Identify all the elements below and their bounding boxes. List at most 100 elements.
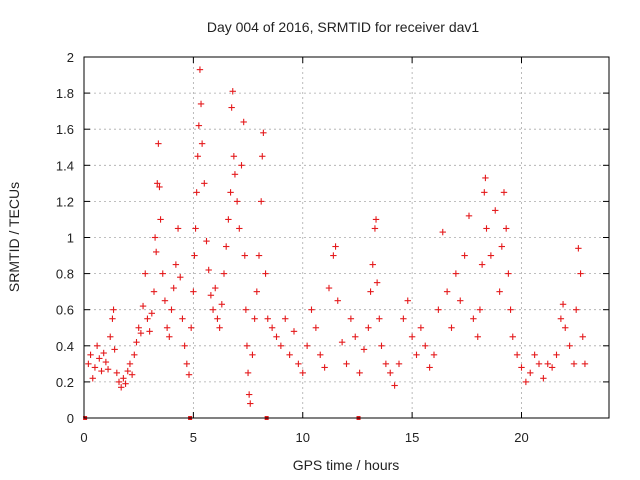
data-point [163, 324, 171, 331]
data-point [144, 315, 151, 322]
y-tick-label: 1.4 [56, 158, 74, 173]
data-point [487, 252, 495, 259]
data-point [559, 301, 567, 308]
data-point [98, 367, 105, 375]
data-point [579, 333, 586, 340]
data-point [142, 270, 149, 277]
data-point [150, 288, 158, 295]
data-point [166, 333, 173, 340]
data-point [338, 338, 346, 346]
data-point [372, 216, 380, 223]
data-point [367, 288, 374, 295]
data-point [404, 297, 411, 304]
data-point [104, 366, 112, 373]
data-point [192, 225, 199, 232]
data-point [260, 129, 267, 137]
data-point [522, 378, 530, 386]
data-point [120, 375, 127, 382]
data-point [321, 364, 328, 371]
data-point [247, 400, 254, 407]
data-point [577, 270, 584, 277]
data-point [426, 364, 433, 371]
data-point [474, 333, 481, 340]
data-point [531, 351, 538, 359]
grid [84, 57, 609, 418]
data-point [214, 315, 221, 322]
data-point [89, 375, 96, 382]
x-tick-label: 15 [405, 430, 419, 445]
data-point [229, 88, 236, 95]
data-point [572, 306, 580, 313]
data-point [249, 351, 256, 359]
data-point [168, 306, 175, 313]
data-point [102, 358, 110, 366]
data-point [448, 324, 455, 331]
y-tick-label: 0.8 [56, 267, 74, 282]
data-point [255, 252, 263, 259]
data-point [117, 384, 125, 391]
data-point [170, 284, 177, 292]
data-point [408, 333, 416, 340]
x-tick-labels: 0 5 10 15 20 [80, 430, 528, 445]
data-point [111, 346, 118, 353]
x-tick-label: 5 [190, 430, 197, 445]
data-point [413, 351, 420, 359]
data-point [273, 333, 280, 340]
data-point [387, 369, 394, 377]
data-point [243, 342, 251, 349]
data-point [373, 279, 381, 286]
data-point [107, 333, 114, 340]
data-point [535, 360, 543, 368]
data-point [137, 329, 145, 337]
data-point [492, 207, 499, 214]
data-point [566, 342, 573, 349]
data-point [113, 369, 121, 377]
data-point [575, 245, 582, 252]
data-point [152, 248, 160, 256]
data-point [220, 270, 228, 277]
x-axis-label: GPS time / hours [293, 457, 400, 473]
data-point [482, 174, 489, 182]
data-point [205, 266, 212, 274]
data-point [146, 328, 153, 335]
data-point [191, 252, 198, 259]
data-point [268, 324, 276, 331]
x-tick-label: 10 [296, 430, 310, 445]
data-point [334, 297, 341, 304]
data-point [371, 225, 379, 232]
y-tick-label: 0.4 [56, 339, 74, 354]
data-point [172, 261, 180, 268]
data-point [230, 153, 238, 160]
data-point [295, 360, 302, 368]
data-point [194, 153, 201, 160]
data-point [581, 360, 589, 368]
data-point [209, 306, 217, 313]
data-point [245, 391, 253, 398]
data-point [262, 270, 269, 277]
data-point [190, 288, 197, 295]
data-point [240, 118, 247, 126]
x-tick-label: 20 [514, 430, 528, 445]
data-point [231, 171, 239, 178]
data-point [228, 104, 235, 111]
data-point [481, 189, 488, 196]
data-point [193, 189, 200, 196]
data-point [159, 270, 166, 277]
data-point [422, 342, 429, 349]
chart-title: Day 004 of 2016, SRMTID for receiver dav… [207, 19, 480, 35]
data-point [227, 189, 234, 196]
data-point [148, 310, 156, 317]
data-point [156, 183, 163, 191]
data-point [177, 274, 184, 281]
data-point [185, 371, 193, 378]
data-point [391, 382, 398, 389]
data-point [277, 342, 285, 349]
data-point [286, 351, 293, 359]
data-point [562, 324, 569, 331]
y-tick-label: 1.6 [56, 122, 74, 137]
data-point [201, 180, 208, 187]
data-points [83, 66, 589, 420]
data-point [203, 237, 210, 245]
data-point [476, 306, 484, 313]
data-point [378, 342, 385, 349]
